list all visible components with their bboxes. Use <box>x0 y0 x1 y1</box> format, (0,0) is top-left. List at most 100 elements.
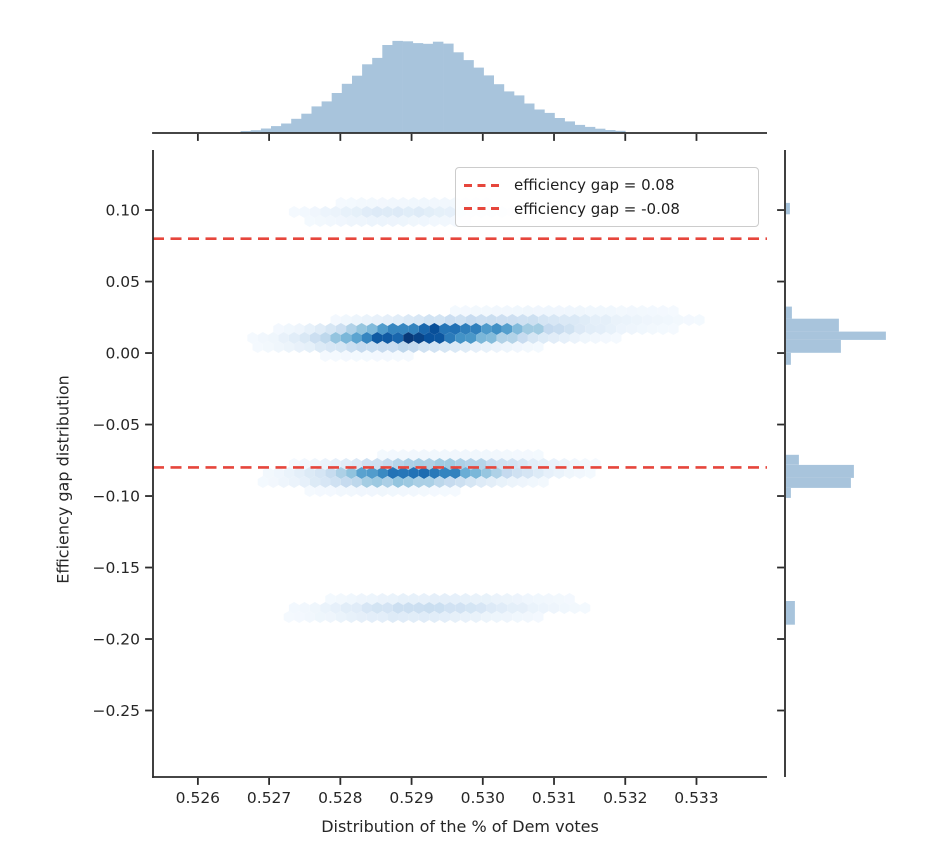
y-axis-label: Efficiency gap distribution <box>53 375 73 584</box>
hexbin-cell <box>418 449 430 461</box>
hexbin-cell <box>382 476 393 488</box>
top-histogram-bar <box>412 43 424 133</box>
hexbin-cell <box>460 611 471 623</box>
hexbin-cell <box>522 593 534 605</box>
hexbin-cell <box>481 323 492 335</box>
hexbin-cell <box>247 332 258 344</box>
hexbin-cell <box>481 593 492 605</box>
hexbin-cell <box>299 476 310 488</box>
hexbin-cell <box>398 611 409 623</box>
hexbin-cell <box>429 485 440 497</box>
hexbin-cell <box>460 323 471 335</box>
hexbin-cell <box>512 323 523 335</box>
hexbin-cell <box>507 602 518 614</box>
hexbin-cell <box>559 602 570 614</box>
top-histogram-bar <box>271 126 282 133</box>
hexbin-cell <box>351 332 362 344</box>
hexbin-cell <box>564 323 575 335</box>
hexbin-cell <box>683 314 695 326</box>
hexbin-cell <box>309 332 321 344</box>
top-histogram-bar <box>301 113 312 133</box>
right-histogram-bar <box>785 477 851 488</box>
top-histogram-bar <box>463 60 474 133</box>
hexbin-cell <box>434 602 445 614</box>
hexbin-cell <box>564 593 575 605</box>
hexbin-cell <box>346 215 357 227</box>
hexbin-cell <box>564 305 575 317</box>
hexbin-cell <box>361 476 372 488</box>
hexbin-cell <box>491 467 502 479</box>
y-tick-label: −0.10 <box>93 488 141 506</box>
hexbin-cell <box>663 314 674 326</box>
hexbin-cell <box>450 593 461 605</box>
hexbin-cell <box>268 476 279 488</box>
hexbin-cell <box>335 467 347 479</box>
hexbin-cell <box>527 332 539 344</box>
hexbin-cell <box>356 323 367 335</box>
hexbin-cell <box>403 314 414 326</box>
hexbin-cell <box>424 314 435 326</box>
hexbin-cell <box>585 323 596 335</box>
hexbin-cell <box>476 602 487 614</box>
hexbin-cell <box>465 476 476 488</box>
hexbin-cell <box>538 314 549 326</box>
hexbin-cell <box>408 215 419 227</box>
hexbin-cell <box>429 449 440 461</box>
hexbin-cell <box>403 602 414 614</box>
top-histogram-bar <box>584 126 596 133</box>
hexbin-cell <box>283 467 295 479</box>
hexbin-cell <box>392 350 404 362</box>
hexbin-cell <box>522 341 534 353</box>
top-histogram-bar <box>352 75 363 133</box>
hexbin-cell <box>382 350 393 362</box>
hexbin-cell <box>377 611 388 623</box>
hexbin-cell <box>325 593 336 605</box>
hexbin-cell <box>304 467 315 479</box>
hexbin-cell <box>621 314 632 326</box>
hexbin-cell <box>470 341 482 353</box>
hexbin-cell <box>481 611 492 623</box>
hexbin-cell <box>325 215 336 227</box>
hexbin-cell <box>652 314 663 326</box>
hexbin-cell <box>309 602 321 614</box>
hexbin-cell <box>512 611 523 623</box>
hexbin-cell <box>398 215 409 227</box>
right-histogram-bar <box>785 352 791 365</box>
hexbin-cell <box>361 350 372 362</box>
top-histogram-bar <box>534 109 545 133</box>
hexbin-cell <box>325 341 336 353</box>
hexbin-cell <box>507 314 518 326</box>
hexbin-cell <box>398 485 409 497</box>
hexbin-cell <box>294 611 305 623</box>
hexbin-cell <box>398 341 409 353</box>
right-histogram-bar <box>785 331 886 340</box>
hexbin-cell <box>642 314 653 326</box>
hexbin-cell <box>507 332 518 344</box>
hexbin-cell <box>626 305 637 317</box>
hexbin-cell <box>325 611 336 623</box>
hexbin-cell <box>377 197 388 209</box>
hexbin-cell <box>366 323 378 335</box>
hexbin-cell <box>283 611 295 623</box>
right-histogram-bar <box>785 306 792 319</box>
hexbin-cell <box>465 314 476 326</box>
hexbin-cell <box>481 449 492 461</box>
hexbin-cell <box>574 323 586 335</box>
hexbin-cell <box>304 341 315 353</box>
hexbin-cell <box>304 485 315 497</box>
hexbin-cell <box>262 467 274 479</box>
hexbin-cell <box>517 314 528 326</box>
hexbin-cell <box>377 467 388 479</box>
hexbin-cell <box>330 350 341 362</box>
y-tick-label: −0.05 <box>93 416 141 434</box>
hexbin-cell <box>340 206 352 218</box>
hexbin-cell <box>387 197 398 209</box>
hexbin-cell <box>616 323 627 335</box>
hexbin-cell <box>361 332 372 344</box>
x-tick-label: 0.532 <box>603 789 647 807</box>
hexbin-cell <box>595 323 606 335</box>
hexbin-cell <box>470 611 482 623</box>
hexbin-cell <box>361 206 372 218</box>
hexbin-cell <box>491 593 502 605</box>
hexbin-cell <box>491 305 502 317</box>
